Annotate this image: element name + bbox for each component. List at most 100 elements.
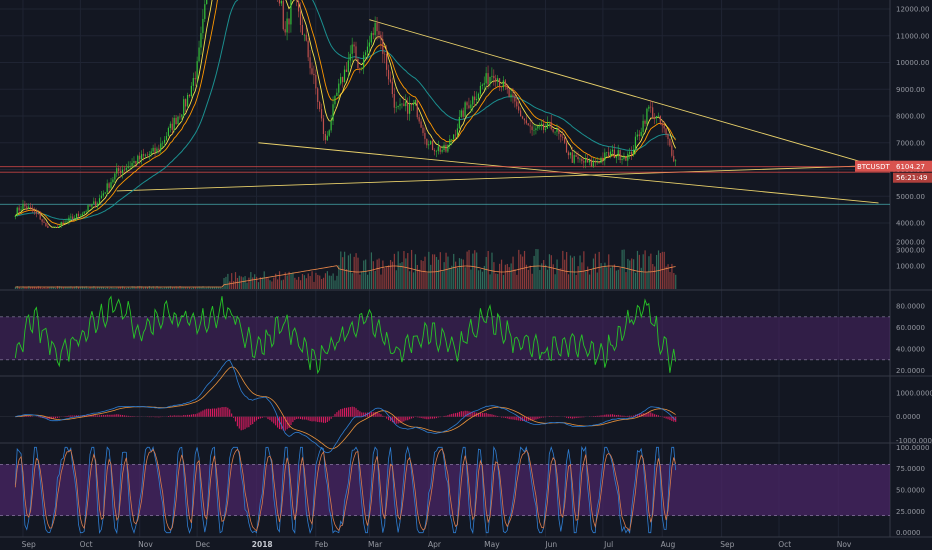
candle-body bbox=[453, 134, 455, 140]
macd-histogram-bar bbox=[466, 410, 468, 417]
candle-body bbox=[288, 18, 290, 25]
macd-histogram-bar bbox=[55, 416, 57, 419]
macd-histogram-bar bbox=[583, 416, 585, 418]
macd-histogram-bar bbox=[298, 416, 300, 419]
macd-histogram-bar bbox=[424, 416, 426, 419]
volume-bar bbox=[575, 274, 577, 289]
volume-bar bbox=[307, 273, 309, 289]
volume-bar bbox=[257, 282, 260, 289]
macd-histogram-bar bbox=[68, 415, 70, 417]
macd-histogram-bar bbox=[317, 416, 319, 422]
volume-bar bbox=[512, 256, 514, 289]
candle-body bbox=[146, 154, 148, 156]
macd-histogram-bar bbox=[504, 416, 506, 418]
macd-histogram-bar bbox=[192, 414, 194, 417]
macd-tick-label: -1000.0000 bbox=[896, 437, 932, 445]
candle-body bbox=[156, 148, 158, 153]
volume-bar bbox=[141, 286, 143, 289]
volume-bar bbox=[58, 286, 61, 289]
support-trendline[interactable] bbox=[116, 165, 879, 192]
candle-body bbox=[441, 150, 443, 152]
volume-bar bbox=[554, 274, 556, 289]
volume-bar bbox=[462, 259, 464, 289]
macd-histogram-bar bbox=[326, 416, 328, 423]
macd-histogram-bar bbox=[602, 415, 604, 417]
macd-histogram-bar bbox=[366, 412, 369, 417]
candle-body bbox=[66, 220, 68, 222]
volume-bar bbox=[665, 266, 667, 289]
volume-bar bbox=[625, 272, 627, 289]
volume-bar bbox=[351, 273, 353, 289]
candle-body bbox=[108, 183, 110, 188]
macd-histogram-bar bbox=[344, 407, 346, 417]
macd-histogram-bar bbox=[462, 411, 464, 417]
macd-histogram-bar bbox=[311, 416, 313, 422]
volume-bar bbox=[144, 286, 147, 289]
volume-bar bbox=[393, 253, 395, 289]
volume-bar bbox=[485, 256, 487, 289]
macd-histogram-bar bbox=[321, 416, 323, 423]
macd-histogram-bar bbox=[233, 416, 235, 418]
candle-body bbox=[619, 150, 621, 161]
volume-bar bbox=[286, 275, 288, 289]
candle-body bbox=[297, 0, 300, 12]
volume-bar bbox=[315, 272, 317, 289]
volume-bar bbox=[275, 273, 277, 289]
macd-histogram-bar bbox=[619, 415, 621, 417]
volume-bar bbox=[600, 263, 602, 289]
candle-body bbox=[675, 160, 677, 162]
volume-bar bbox=[219, 287, 221, 289]
candle-body bbox=[399, 104, 401, 106]
macd-histogram-bar bbox=[650, 412, 652, 417]
candle-body bbox=[52, 227, 55, 228]
macd-histogram-bar bbox=[611, 414, 614, 417]
candle-body bbox=[562, 136, 564, 138]
candle-body bbox=[54, 227, 57, 228]
price-tick-label: 11000.00 bbox=[896, 32, 929, 40]
volume-bar bbox=[20, 287, 22, 289]
candle-body bbox=[458, 116, 460, 129]
volume-bar bbox=[476, 252, 478, 289]
volume-bar bbox=[638, 254, 640, 289]
candle-body bbox=[644, 120, 646, 124]
resistance-trendline[interactable] bbox=[369, 19, 879, 168]
volume-bar bbox=[148, 286, 150, 289]
macd-histogram-bar bbox=[518, 416, 520, 421]
macd-histogram-bar bbox=[428, 416, 430, 420]
macd-histogram-bar bbox=[154, 416, 156, 418]
volume-bar bbox=[242, 277, 244, 289]
volume-bar bbox=[263, 271, 265, 289]
macd-histogram-bar bbox=[330, 416, 332, 419]
volume-bar bbox=[399, 263, 401, 289]
candle-body bbox=[43, 221, 45, 223]
volume-bar bbox=[631, 258, 633, 289]
volume-bar bbox=[296, 279, 298, 289]
candle-body bbox=[173, 117, 175, 130]
macd-histogram-bar bbox=[631, 415, 633, 417]
macd-histogram-bar bbox=[277, 416, 279, 428]
macd-histogram-bar bbox=[179, 415, 181, 417]
support-trendline[interactable] bbox=[258, 142, 879, 204]
candle-body bbox=[77, 213, 80, 217]
volume-bar bbox=[137, 286, 139, 289]
volume-bar bbox=[267, 278, 269, 289]
candle-body bbox=[475, 98, 478, 101]
macd-histogram-bar bbox=[342, 408, 344, 417]
macd-histogram-bar bbox=[646, 412, 648, 417]
rsi-tick-label: 60.0000 bbox=[896, 324, 925, 332]
last-price-value: 6104.27 bbox=[896, 163, 925, 171]
candle-body bbox=[510, 94, 512, 98]
macd-histogram-bar bbox=[273, 416, 275, 424]
candle-body bbox=[405, 101, 407, 107]
volume-bar bbox=[499, 263, 501, 289]
candle-body bbox=[355, 46, 357, 59]
volume-bar bbox=[154, 287, 156, 289]
macd-histogram-bar bbox=[621, 415, 623, 417]
volume-bar bbox=[14, 287, 17, 289]
candle-body bbox=[114, 173, 116, 180]
candle-body bbox=[131, 162, 133, 167]
candle-body bbox=[37, 213, 39, 215]
stoch-band-fill bbox=[0, 464, 890, 516]
price-tick-label: 10000.00 bbox=[896, 59, 929, 67]
